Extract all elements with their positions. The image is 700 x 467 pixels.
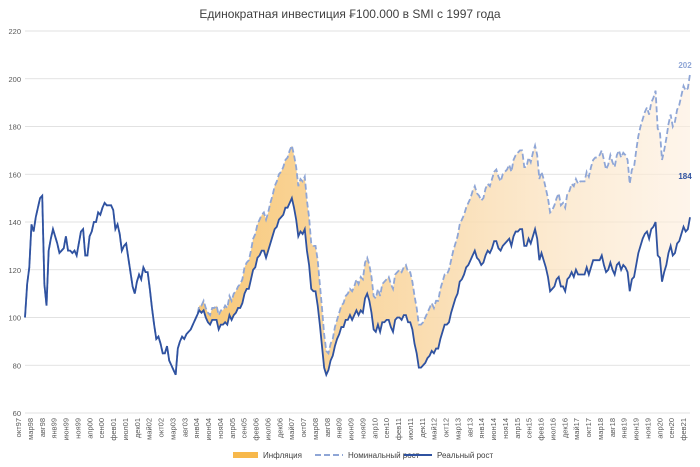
x-tick-label: июн04 — [204, 418, 213, 440]
nominal-end-label: 202 — [678, 61, 692, 70]
y-axis-ticks: 60 80 100 120 140 160 180 200 220 — [8, 27, 21, 418]
legend-inflation-label: Инфляция — [263, 451, 302, 460]
x-tick-label: май12 — [430, 418, 439, 440]
x-axis-ticks: окт97 мар98 авг98 янв99 июн99 ноя99 апр00 сен00… — [14, 418, 688, 441]
x-tick-label: янв19 — [620, 418, 629, 439]
inflation-area — [25, 73, 690, 375]
x-tick-label: сен05 — [240, 418, 249, 438]
x-tick-label: июл16 — [548, 418, 557, 440]
x-tick-label: окт12 — [442, 418, 451, 437]
x-tick-label: июл06 — [263, 418, 272, 440]
real-growth-line — [24, 193, 691, 378]
x-tick-label: янв04 — [192, 418, 201, 439]
x-tick-label: окт02 — [157, 418, 166, 437]
x-tick-label: авг98 — [38, 418, 47, 437]
x-tick-label: апр15 — [513, 418, 522, 439]
y-tick-label: 160 — [8, 170, 21, 179]
gridlines — [25, 30, 690, 414]
x-tick-label: окт07 — [299, 418, 308, 437]
series-lines — [24, 73, 691, 378]
x-tick-label: мар13 — [453, 418, 462, 440]
y-tick-label: 140 — [8, 218, 21, 227]
x-tick-label: ноя14 — [501, 418, 510, 439]
x-tick-label: сен00 — [97, 418, 106, 438]
x-tick-label: июл01 — [121, 418, 130, 440]
x-tick-label: май17 — [572, 418, 581, 440]
x-tick-label: янв99 — [50, 418, 59, 439]
x-tick-label: ноя09 — [358, 418, 367, 439]
x-tick-label: ноя19 — [643, 418, 652, 439]
x-tick-label: фев01 — [109, 418, 118, 441]
x-tick-label: авг13 — [465, 418, 474, 437]
x-tick-label: авг18 — [608, 418, 617, 437]
x-tick-label: июн19 — [632, 418, 641, 440]
x-tick-label: авг08 — [323, 418, 332, 437]
y-tick-label: 80 — [13, 361, 21, 370]
x-tick-label: мар03 — [168, 418, 177, 440]
x-tick-label: фев06 — [252, 418, 261, 441]
chart-title: Единократная инвестиция ₣100.000 в SMI с… — [199, 7, 500, 21]
x-tick-label: мар08 — [311, 418, 320, 440]
y-tick-label: 120 — [8, 266, 21, 275]
y-tick-label: 220 — [8, 27, 21, 36]
x-tick-label: янв14 — [477, 418, 486, 439]
x-tick-label: дек06 — [275, 418, 284, 438]
legend-nominal-label: Номинальный рост — [348, 451, 420, 460]
legend-real-label: Реальный рост — [437, 451, 493, 460]
x-tick-label: июн09 — [347, 418, 356, 440]
inflation-band — [25, 73, 690, 375]
legend: Инфляция Номинальный рост Реальный рост — [233, 451, 493, 460]
x-tick-label: апр00 — [85, 418, 94, 439]
real-end-label: 184 — [678, 172, 692, 181]
x-tick-label: мар18 — [596, 418, 605, 440]
end-labels: 202 184 — [678, 61, 692, 181]
x-tick-label: июл11 — [406, 418, 415, 440]
y-tick-label: 100 — [8, 314, 21, 323]
x-tick-label: май07 — [287, 418, 296, 440]
x-tick-label: июн99 — [62, 418, 71, 440]
x-tick-label: окт17 — [584, 418, 593, 437]
x-tick-label: фев16 — [537, 418, 546, 441]
y-tick-label: 200 — [8, 75, 21, 84]
x-tick-label: июн14 — [489, 418, 498, 440]
x-tick-label: фев11 — [394, 418, 403, 440]
x-tick-label: дек01 — [133, 418, 142, 438]
x-tick-label: сен10 — [382, 418, 391, 438]
x-tick-label: окт97 — [14, 418, 23, 437]
x-tick-label: апр05 — [228, 418, 237, 439]
x-tick-label: дек11 — [418, 418, 427, 438]
x-tick-label: апр20 — [655, 418, 664, 439]
x-tick-label: фев21 — [679, 418, 688, 441]
x-tick-label: апр10 — [370, 418, 379, 439]
x-tick-label: авг03 — [180, 418, 189, 437]
x-tick-label: дек16 — [560, 418, 569, 438]
x-tick-label: сен20 — [667, 418, 676, 438]
x-tick-label: май02 — [145, 418, 154, 440]
x-tick-label: ноя04 — [216, 418, 225, 439]
y-tick-label: 180 — [8, 123, 21, 132]
x-tick-label: ноя99 — [73, 418, 82, 439]
x-tick-label: янв09 — [335, 418, 344, 439]
x-tick-label: сен15 — [525, 418, 534, 438]
y-tick-label: 60 — [13, 409, 21, 418]
x-tick-label: мар98 — [26, 418, 35, 440]
